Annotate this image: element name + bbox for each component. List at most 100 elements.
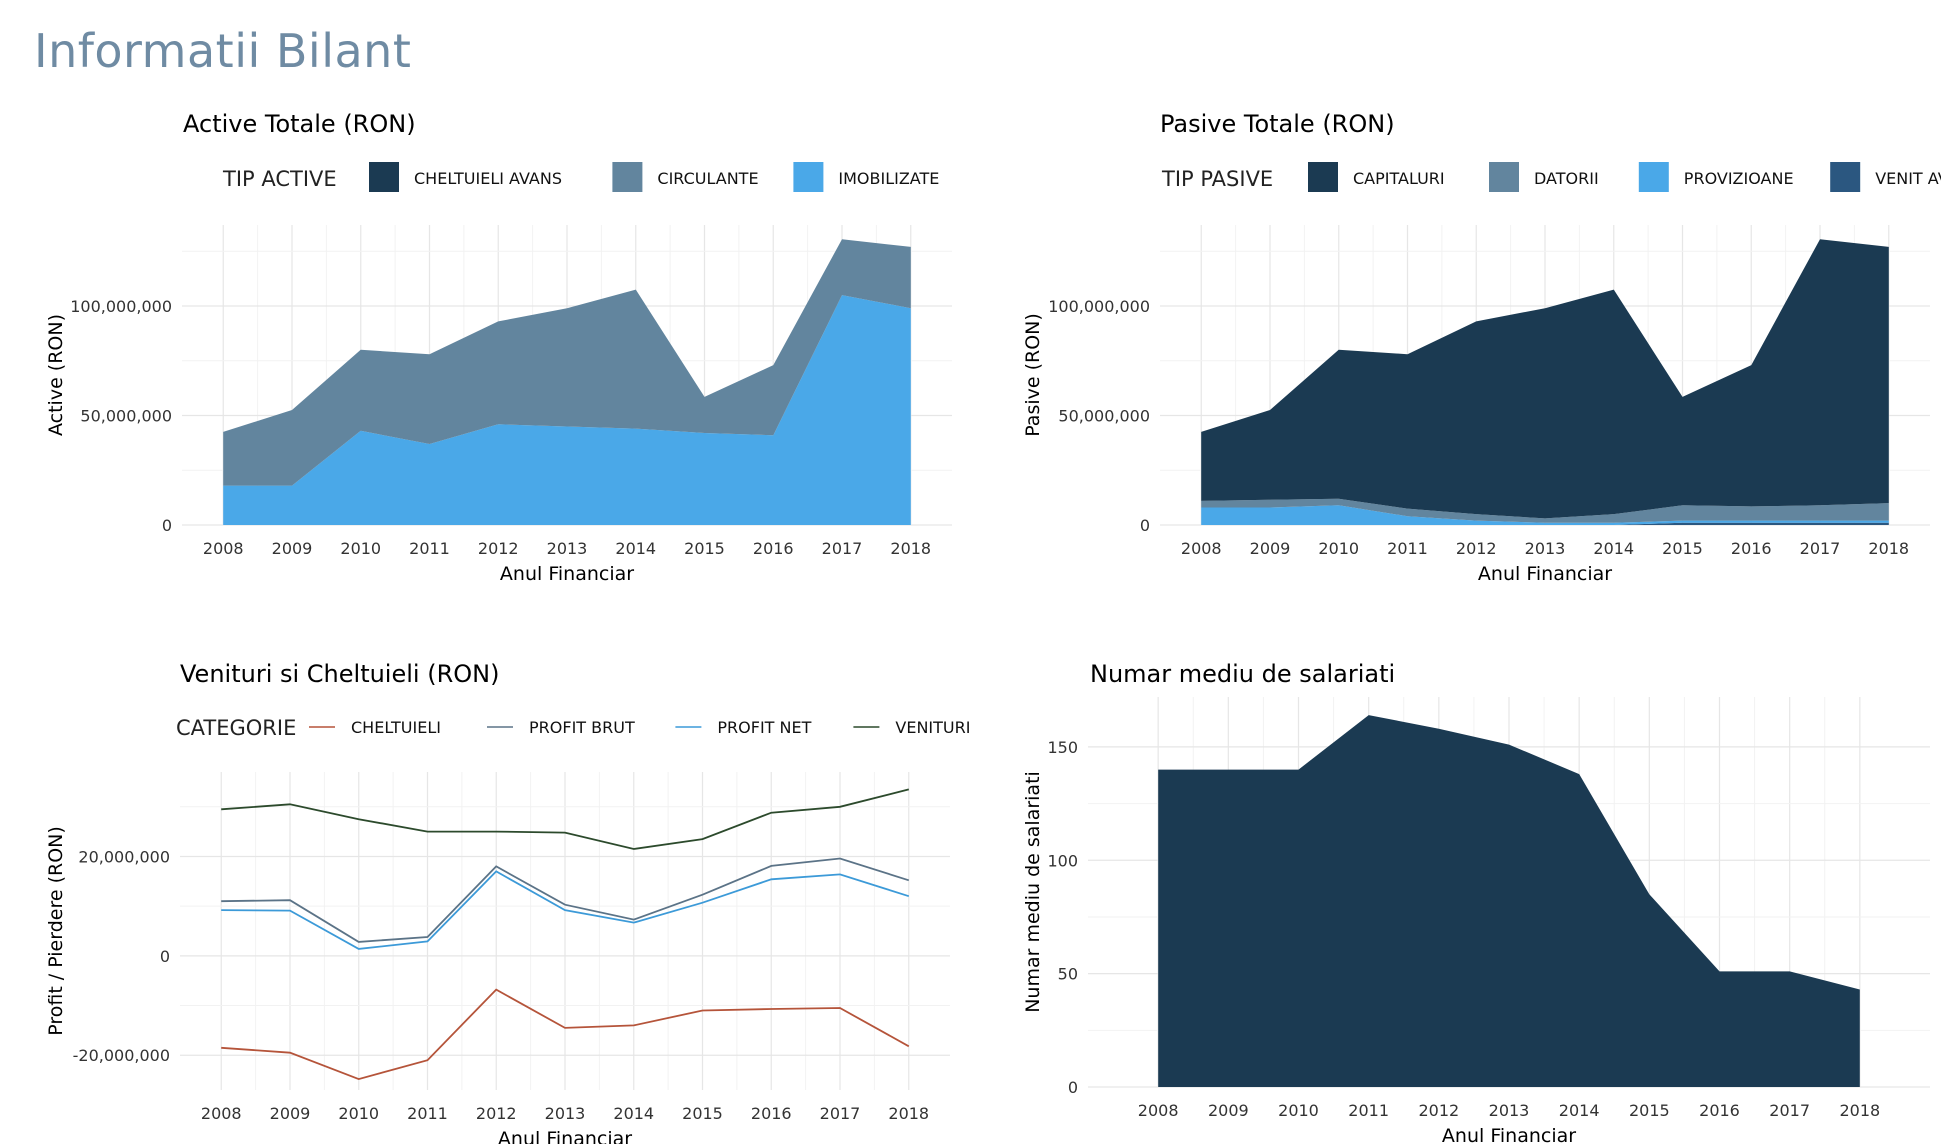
area-series-circulante bbox=[223, 239, 911, 486]
x-tick-label: 2013 bbox=[547, 539, 588, 558]
y-tick-label: 0 bbox=[162, 516, 172, 535]
x-tick-label: 2011 bbox=[1348, 1101, 1389, 1120]
x-tick-label: 2008 bbox=[201, 1104, 242, 1123]
x-tick-label: 2010 bbox=[1318, 539, 1359, 558]
x-tick-label: 2018 bbox=[888, 1104, 929, 1123]
legend-title: CATEGORIE bbox=[176, 716, 296, 740]
legend-label: DATORII bbox=[1534, 169, 1599, 188]
page-title: Informatii Bilant bbox=[34, 24, 412, 78]
legend: TIP PASIVE CAPITALURI DATORII PROVIZIOANE VE… bbox=[1161, 162, 1941, 192]
x-tick-label: 2010 bbox=[1278, 1101, 1319, 1120]
axis-ticks: 2008 2009 2010 2011 2012 2013 2014 2015 2016 2017… bbox=[70, 297, 931, 558]
x-tick-label: 2014 bbox=[615, 539, 656, 558]
axis-ticks: 2008 2009 2010 2011 2012 2013 2014 2015 2016 2017… bbox=[73, 847, 930, 1123]
x-tick-label: 2017 bbox=[1769, 1101, 1810, 1120]
x-tick-label: 2008 bbox=[203, 539, 244, 558]
x-tick-label: 2012 bbox=[476, 1104, 517, 1123]
chart-title: Active Totale (RON) bbox=[183, 110, 416, 138]
x-tick-label: 2013 bbox=[1525, 539, 1566, 558]
area-series-venit-avans bbox=[1201, 522, 1889, 525]
x-axis-title: Anul Financiar bbox=[1478, 563, 1612, 585]
x-axis-title: Anul Financiar bbox=[498, 1128, 632, 1144]
x-tick-label: 2012 bbox=[1418, 1101, 1459, 1120]
x-tick-label: 2016 bbox=[751, 1104, 792, 1123]
chart-salariati: Numar mediu de salariati 2008 2009 2010 2011… bbox=[1022, 660, 1930, 1144]
x-tick-label: 2013 bbox=[545, 1104, 586, 1123]
y-tick-label: 0 bbox=[160, 947, 170, 966]
x-tick-label: 2014 bbox=[613, 1104, 654, 1123]
x-tick-label: 2017 bbox=[820, 1104, 861, 1123]
y-tick-label: 0 bbox=[1140, 516, 1150, 535]
x-tick-label: 2015 bbox=[684, 539, 725, 558]
x-tick-label: 2011 bbox=[409, 539, 450, 558]
x-tick-label: 2008 bbox=[1138, 1101, 1179, 1120]
x-tick-label: 2014 bbox=[1593, 539, 1634, 558]
x-tick-label: 2009 bbox=[1250, 539, 1291, 558]
y-tick-label: -20,000,000 bbox=[73, 1046, 170, 1065]
x-tick-label: 2018 bbox=[890, 539, 931, 558]
legend-title: TIP ACTIVE bbox=[222, 167, 337, 191]
y-tick-label: 0 bbox=[1068, 1078, 1078, 1097]
legend-label: VENIT AVANS bbox=[1875, 169, 1941, 188]
x-axis-title: Anul Financiar bbox=[500, 563, 634, 585]
x-tick-label: 2011 bbox=[1387, 539, 1428, 558]
chart-active: Active Totale (RON) TIP ACTIVE CHELTUIELI … bbox=[45, 110, 952, 585]
y-axis-title: Profit / Pierdere (RON) bbox=[45, 826, 67, 1036]
chart-title: Venituri si Cheltuieli (RON) bbox=[180, 660, 499, 688]
legend-swatch-cheltuieli-avans bbox=[369, 162, 399, 192]
legend: TIP ACTIVE CHELTUIELI AVANS CIRCULANTE IMOB… bbox=[222, 162, 939, 192]
x-tick-label: 2012 bbox=[478, 539, 519, 558]
chart-pasive: Pasive Totale (RON) TIP PASIVE CAPITALURI D… bbox=[1022, 110, 1941, 585]
legend-label: VENITURI bbox=[895, 718, 970, 737]
legend-swatch-circulante bbox=[612, 162, 643, 192]
axis-ticks: 2008 2009 2010 2011 2012 2013 2014 2015 2016 2017… bbox=[1047, 738, 1880, 1120]
chart-title: Numar mediu de salariati bbox=[1090, 660, 1395, 688]
x-tick-label: 2012 bbox=[1456, 539, 1497, 558]
x-tick-label: 2010 bbox=[338, 1104, 379, 1123]
legend-label: PROFIT BRUT bbox=[529, 718, 635, 737]
x-tick-label: 2018 bbox=[1839, 1101, 1880, 1120]
legend-label: IMOBILIZATE bbox=[838, 169, 939, 188]
area-series-capitaluri bbox=[1201, 239, 1889, 519]
x-tick-label: 2009 bbox=[270, 1104, 311, 1123]
x-tick-label: 2009 bbox=[272, 539, 313, 558]
x-tick-label: 2009 bbox=[1208, 1101, 1249, 1120]
axis-ticks: 2008 2009 2010 2011 2012 2013 2014 2015 2016 2017… bbox=[1048, 297, 1909, 558]
data-marks bbox=[1201, 239, 1889, 525]
y-tick-label: 100 bbox=[1047, 851, 1078, 870]
line-series-profit-brut bbox=[221, 857, 910, 943]
legend-swatch-imobilizate bbox=[793, 162, 824, 192]
legend-title: TIP PASIVE bbox=[1161, 167, 1273, 191]
y-tick-label: 100,000,000 bbox=[70, 297, 172, 316]
legend-label: CAPITALURI bbox=[1353, 169, 1445, 188]
line-series-cheltuieli bbox=[221, 988, 910, 1081]
legend-swatch-venit-avans bbox=[1830, 162, 1861, 192]
x-tick-label: 2010 bbox=[340, 539, 381, 558]
area-series-provizioane bbox=[1201, 505, 1889, 525]
legend-label: PROFIT NET bbox=[717, 718, 811, 737]
area-series-datorii bbox=[1201, 498, 1889, 523]
x-tick-label: 2017 bbox=[1800, 539, 1841, 558]
line-series-venituri bbox=[221, 788, 910, 850]
data-marks bbox=[1158, 715, 1860, 1087]
y-axis-title: Active (RON) bbox=[45, 314, 67, 436]
data-marks bbox=[223, 239, 911, 525]
chart-venituri: Venituri si Cheltuieli (RON) CATEGORIE CHE… bbox=[45, 660, 970, 1144]
y-axis-title: Numar mediu de salariati bbox=[1022, 771, 1044, 1013]
data-marks bbox=[221, 788, 910, 1081]
legend-swatch-capitaluri bbox=[1308, 162, 1338, 192]
y-axis-title: Pasive (RON) bbox=[1022, 313, 1044, 437]
y-tick-label: 50,000,000 bbox=[1058, 407, 1150, 426]
x-tick-label: 2013 bbox=[1489, 1101, 1530, 1120]
area-series-imobilizate bbox=[223, 295, 911, 525]
x-tick-label: 2015 bbox=[1629, 1101, 1670, 1120]
chart-title: Pasive Totale (RON) bbox=[1160, 110, 1395, 138]
x-tick-label: 2018 bbox=[1868, 539, 1909, 558]
legend-label: CHELTUIELI AVANS bbox=[414, 169, 562, 188]
y-tick-label: 50 bbox=[1058, 965, 1078, 984]
y-tick-label: 20,000,000 bbox=[78, 847, 170, 866]
x-tick-label: 2015 bbox=[1662, 539, 1703, 558]
legend-label: CIRCULANTE bbox=[657, 169, 758, 188]
legend-label: PROVIZIOANE bbox=[1684, 169, 1794, 188]
